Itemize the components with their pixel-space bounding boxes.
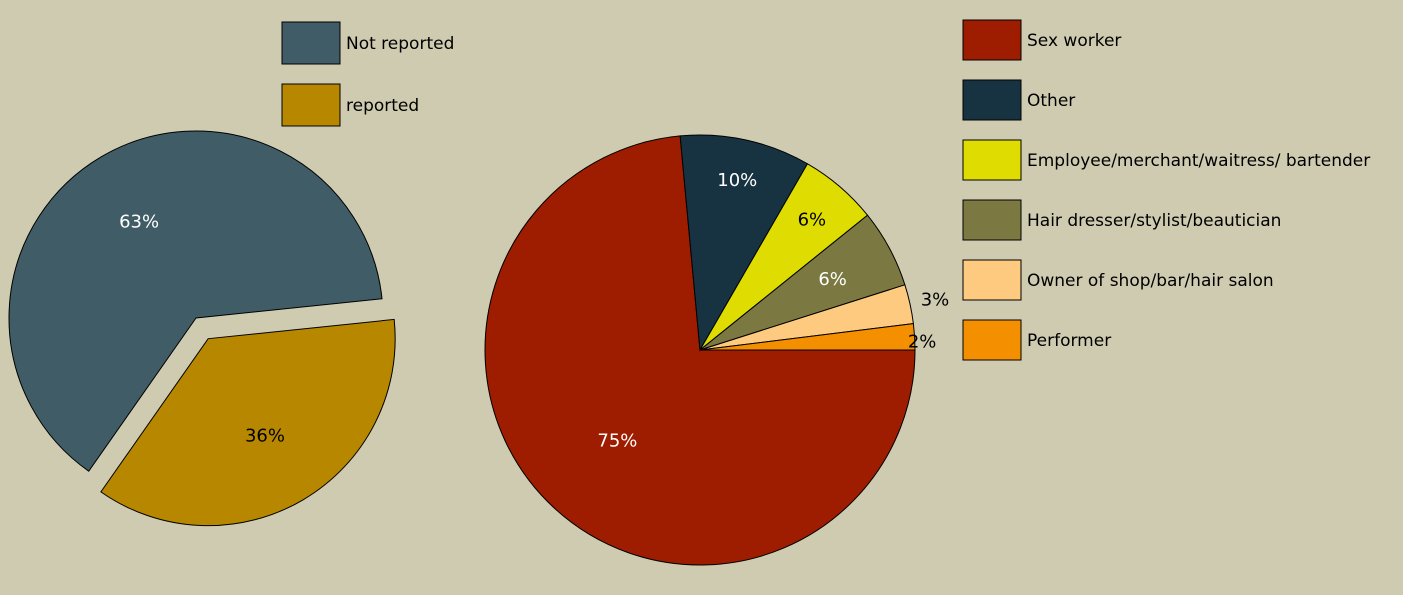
pie2-legend-swatch-performer xyxy=(962,319,1022,361)
pie2-legend-label-owner-of-shop-bar-hair-salon: Owner of shop/bar/hair salon xyxy=(1027,271,1274,291)
pie2-legend-swatch-other xyxy=(962,79,1022,121)
pie1-slice-reported xyxy=(100,318,396,527)
pie2-legend-swatch-sex-worker xyxy=(962,19,1022,61)
pie2-legend-swatch-employee-merchant-waitress-bartender xyxy=(962,139,1022,181)
pie2-legend-label-hair-dresser-stylist-beautician: Hair dresser/stylist/beautician xyxy=(1027,211,1281,231)
pie2-slice-performer xyxy=(699,323,916,351)
pie1-label-reported: 36% xyxy=(245,425,285,446)
pie2-legend-label-other: Other xyxy=(1027,91,1075,111)
pie2-legend-swatch-hair-dresser-stylist-beautician xyxy=(962,199,1022,241)
pie1-legend-swatch-reported xyxy=(281,83,341,127)
pie2-label-employee-merchant-waitress-bartender: 6% xyxy=(798,209,827,230)
pie1-legend-swatch-not-reported xyxy=(281,21,341,65)
pie2-legend-label-sex-worker: Sex worker xyxy=(1027,31,1121,51)
pie1-slice-not-reported xyxy=(8,130,383,472)
pie2-legend-label-performer: Performer xyxy=(1027,331,1111,351)
pie1-label-not-reported: 63% xyxy=(119,211,159,232)
pie2-label-owner-of-shop-bar-hair-salon: 3% xyxy=(921,289,950,310)
pie1-legend-label-not-reported: Not reported xyxy=(346,34,454,54)
pie2-label-other: 10% xyxy=(717,170,757,191)
pie2-label-hair-dresser-stylist-beautician: 6% xyxy=(818,269,847,290)
pie2-legend-swatch-owner-of-shop-bar-hair-salon xyxy=(962,259,1022,301)
pie2-label-sex-worker: 75% xyxy=(597,431,637,452)
pie2-label-performer: 2% xyxy=(908,331,937,352)
pie2-legend-label-employee-merchant-waitress-bartender: Employee/merchant/waitress/ bartender xyxy=(1027,151,1370,171)
pie2-slice-other xyxy=(679,134,809,352)
pie1-legend-label-reported: reported xyxy=(346,96,419,116)
